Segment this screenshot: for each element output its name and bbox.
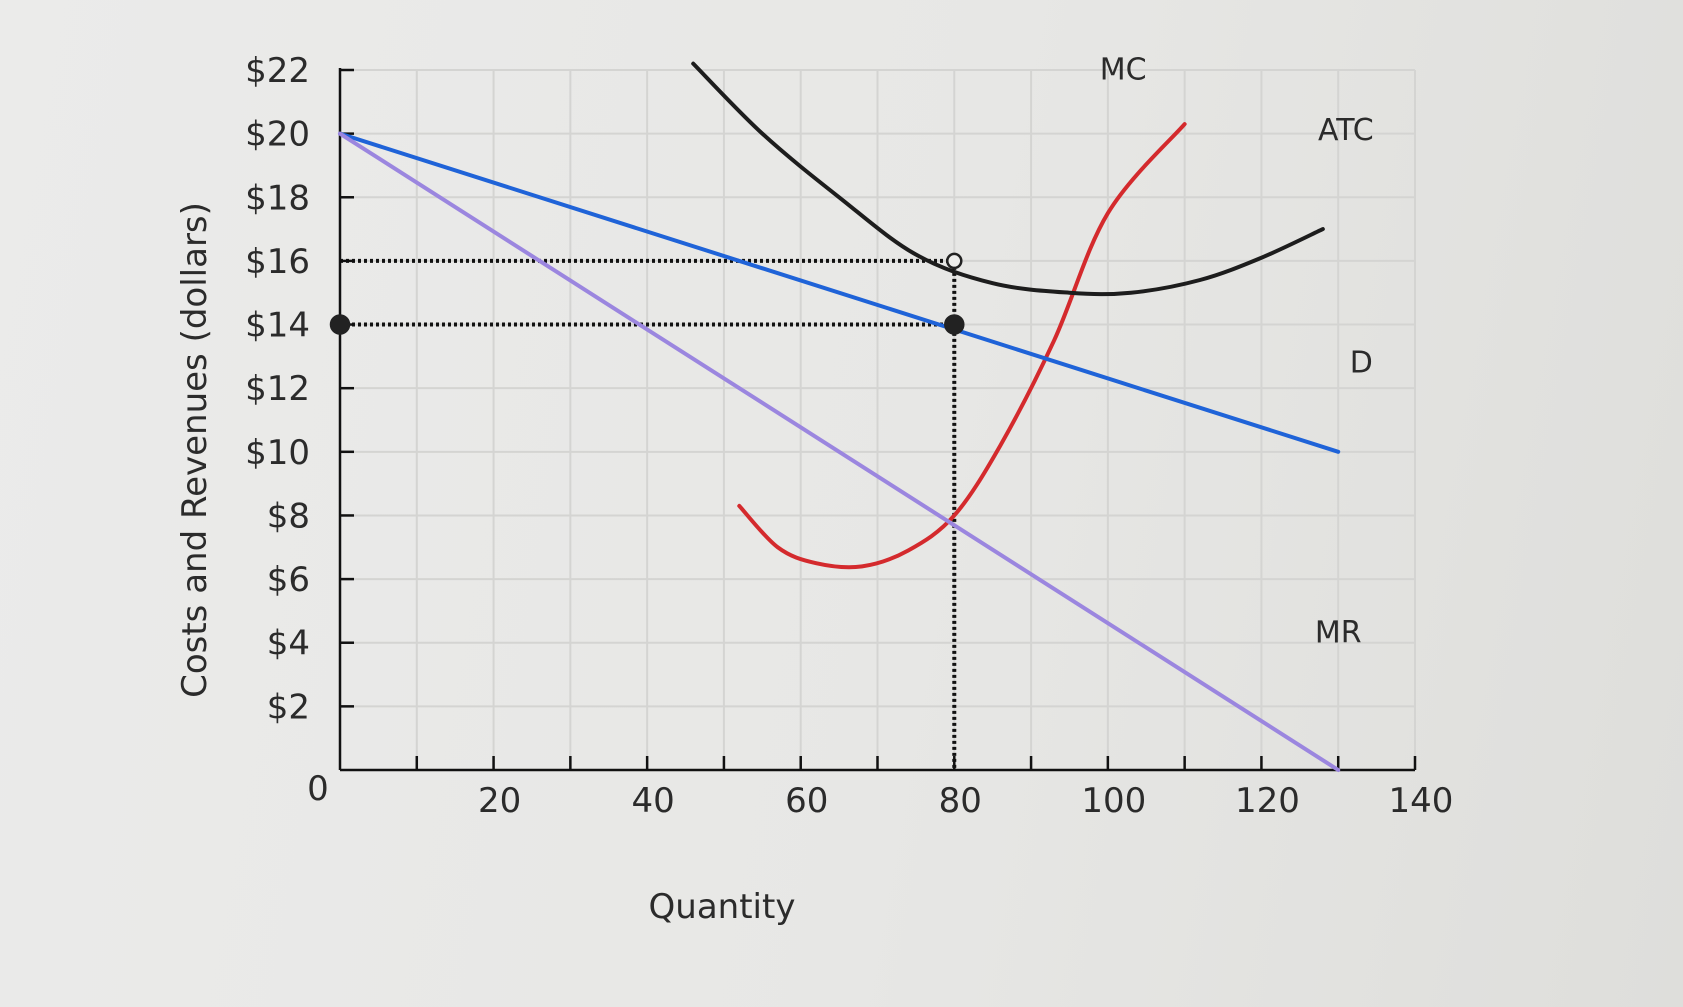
- axes: [338, 68, 1417, 772]
- y-tick-label: $20: [245, 115, 310, 155]
- x-tick-label: 60: [785, 781, 828, 821]
- y-tick-label: $2: [267, 687, 310, 727]
- labels: Costs and Revenues (dollars) Quantity 0 …: [175, 51, 1453, 927]
- d-curve: [338, 131, 1341, 454]
- x-tick-label: 80: [939, 781, 982, 821]
- atc-label: ATC: [1318, 113, 1374, 148]
- grid: [340, 69, 1416, 770]
- x-tick-label: 100: [1081, 781, 1146, 821]
- y-tick-label: $18: [245, 178, 310, 218]
- x-axis-label: Quantity: [649, 887, 796, 927]
- x-tick-label: 40: [632, 781, 675, 821]
- origin-label: 0: [307, 769, 329, 809]
- y-tick-label: $8: [267, 496, 310, 536]
- y-tick-label: $4: [267, 624, 310, 664]
- point-markers: [329, 252, 965, 335]
- filled-point-marker: [944, 314, 965, 335]
- atc-curve: [691, 61, 1325, 297]
- y-tick-label: $12: [245, 369, 310, 409]
- mc-label: MC: [1100, 53, 1147, 88]
- x-tick-label: 140: [1389, 781, 1454, 821]
- x-tick-label: 120: [1235, 781, 1300, 821]
- x-tick-label: 20: [478, 781, 521, 821]
- y-tick-label: $14: [245, 306, 310, 346]
- y-tick-label: $22: [245, 51, 310, 91]
- mc-curve: [737, 122, 1187, 570]
- mr-label: MR: [1315, 616, 1362, 651]
- y-tick-label: $16: [245, 242, 310, 282]
- curves: [338, 61, 1341, 772]
- y-axis-label: Costs and Revenues (dollars): [175, 202, 215, 698]
- filled-point-marker: [329, 314, 351, 335]
- y-tick-label: $10: [245, 433, 310, 473]
- y-tick-label: $6: [267, 560, 310, 600]
- open-point-marker: [946, 252, 963, 270]
- d-label: D: [1350, 345, 1373, 380]
- mr-curve: [338, 131, 1341, 772]
